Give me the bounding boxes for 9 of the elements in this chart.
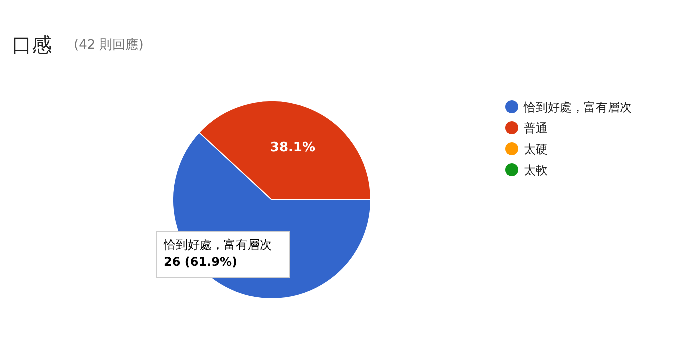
legend-label: 恰到好處，富有層次 (523, 100, 632, 114)
legend-label: 普通 (524, 122, 548, 136)
text: 恰到好處，富有層次 (163, 238, 272, 252)
chart-subtitle: (42 則回應) (74, 38, 144, 53)
legend-label: 太軟 (524, 164, 548, 178)
text: 26 (61.9%) (164, 255, 238, 269)
data-label: 38.1% (270, 140, 316, 156)
chart-title: 口感 (12, 33, 52, 57)
legend-label: 太硬 (524, 142, 548, 156)
